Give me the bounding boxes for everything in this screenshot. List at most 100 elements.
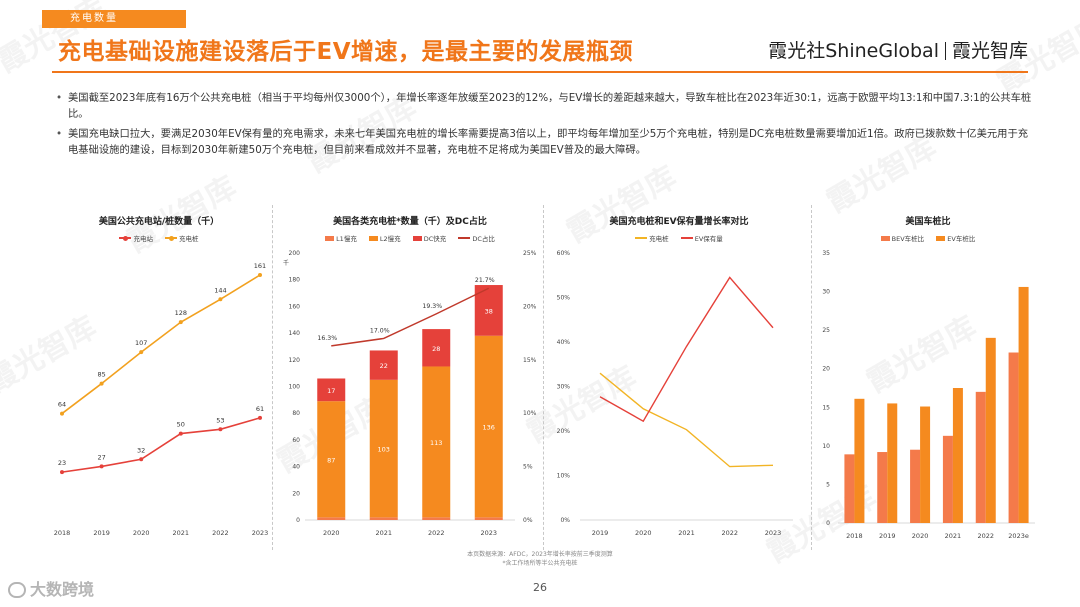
x-tick-label: 2023 — [765, 529, 782, 537]
data-point — [258, 415, 262, 420]
legend-label: L1慢充 — [336, 235, 357, 243]
y2-tick-label: 10% — [523, 410, 537, 417]
data-point — [60, 411, 64, 416]
chart-legend: 充电桩 EV保有量 — [545, 233, 813, 243]
data-label: 107 — [135, 339, 147, 347]
bar-label: 38 — [485, 307, 493, 315]
data-label: 61 — [256, 405, 264, 413]
y-tick-label: 180 — [289, 277, 301, 284]
legend-item: 充电桩 — [165, 233, 199, 243]
chart-legend: L1慢充 L2慢充 DC快充 DC占比 — [275, 233, 545, 243]
legend-swatch — [936, 236, 946, 241]
x-tick-label: 2022 — [212, 529, 229, 537]
data-label: 23 — [58, 459, 66, 467]
bar-segment — [422, 517, 451, 520]
y2-tick-label: 5% — [523, 464, 533, 471]
data-label: 17.0% — [370, 327, 390, 334]
data-point — [178, 431, 183, 436]
y-tick-label: 40 — [292, 464, 300, 471]
bar — [844, 454, 855, 523]
series-line — [331, 287, 490, 347]
bar — [920, 406, 931, 523]
legend-label: EV车桩比 — [947, 235, 976, 243]
chart-legend: BEV车桩比 EV车桩比 — [813, 233, 1043, 243]
x-tick-label: 2020 — [635, 529, 652, 537]
data-label: 27 — [97, 453, 105, 461]
chart-title: 美国车桩比 — [905, 217, 951, 227]
legend-label: BEV车桩比 — [891, 235, 925, 243]
data-label: 144 — [214, 286, 226, 294]
x-tick-label: 2019 — [879, 532, 896, 540]
x-tick-label: 2023 — [480, 529, 497, 537]
bar — [877, 452, 888, 523]
y-tick-label: 100 — [289, 384, 301, 391]
y-tick-label: 80 — [292, 410, 300, 417]
page-title: 充电基础设施建设落后于EV增速，是最主要的发展瓶颈 — [58, 39, 634, 65]
bar — [910, 449, 921, 523]
data-point — [258, 273, 262, 277]
y-tick-label: 40% — [557, 339, 571, 346]
bar-label: 136 — [483, 424, 495, 432]
x-tick-label: 2021 — [375, 529, 392, 537]
chart-plot: 0% 10% 20% 30% 40% 50% 60% 2019 2020 2021 2022 2023 — [557, 250, 793, 537]
y-tick-label: 0 — [826, 520, 830, 527]
legend-line-swatch — [680, 237, 693, 239]
bar-segment — [474, 335, 503, 518]
series-line — [61, 274, 261, 415]
y-tick-label: 10 — [822, 443, 830, 450]
legend-line-swatch — [119, 235, 132, 241]
footer-logo-text: 大数跨境 — [30, 580, 95, 599]
bar — [985, 337, 996, 523]
bar-label: 17 — [327, 387, 335, 395]
data-point — [99, 464, 104, 469]
chart-charger-types: 美国各类充电桩*数量（千）及DC占比 L1慢充 L2慢充 DC快充 DC占比 0… — [275, 205, 545, 555]
bar-label: 22 — [380, 362, 388, 370]
y-tick-label: 10% — [557, 473, 571, 480]
data-label: 53 — [216, 416, 224, 424]
data-label: 128 — [175, 309, 187, 317]
y-tick-label: 20 — [292, 490, 300, 497]
x-tick-label: 2019 — [592, 529, 609, 537]
x-tick-label: 2022 — [721, 529, 738, 537]
x-tick-label: 2020 — [323, 529, 340, 537]
legend-label: EV保有量 — [694, 235, 723, 243]
bar — [887, 403, 898, 523]
brand-name-cn: 霞光社 — [768, 40, 826, 62]
x-tick-label: 2020 — [133, 529, 150, 537]
data-point — [218, 427, 223, 432]
y-unit-label: 千 — [283, 259, 289, 267]
legend-item: DC占比 — [458, 233, 495, 243]
data-label: 21.7% — [475, 277, 495, 284]
y-tick-label: 50% — [557, 295, 571, 302]
data-label: 161 — [254, 262, 266, 270]
y-tick-label: 60% — [557, 250, 571, 257]
legend-line-swatch — [635, 237, 648, 239]
chart-title: 美国各类充电桩*数量（千）及DC占比 — [333, 217, 487, 227]
legend-item: L2慢充 — [368, 233, 401, 243]
x-tick-label: 2021 — [945, 532, 962, 540]
y2-tick-label: 0% — [523, 517, 533, 524]
bar-segment — [369, 379, 398, 518]
legend-label: DC占比 — [472, 235, 495, 243]
legend-item: BEV车桩比 — [880, 233, 925, 243]
source-line: *含工作场所等半公共充电桩 — [502, 560, 578, 567]
y-tick-label: 5 — [826, 481, 830, 488]
x-tick-label: 2022 — [977, 532, 994, 540]
data-point — [99, 381, 104, 386]
y-tick-label: 0% — [560, 517, 570, 524]
bar-segment — [317, 401, 346, 518]
bullet-item: 美国充电缺口拉大，要满足2030年EV保有量的充电需求，未来七年美国充电桩的增长… — [54, 126, 1034, 158]
source-line: 本页数据来源：AFDC，2023年增长率按前三季度测算 — [467, 551, 613, 558]
x-tick-label: 2023 — [252, 529, 269, 537]
data-point — [139, 350, 144, 355]
y-tick-label: 25 — [822, 327, 830, 334]
bar — [1008, 352, 1019, 523]
legend-line-swatch — [458, 237, 471, 239]
brand-logo: 霞光社ShineGlobal 霞光智库 — [768, 36, 1028, 63]
y-tick-label: 200 — [289, 250, 301, 257]
legend-label: 充电站 — [133, 235, 153, 243]
chart-charging-stations: 美国公共充电站/桩数量（千） 充电站 充电桩 2018 2019 2020 2021 2… — [40, 205, 278, 555]
chart-vehicle-charger-ratio: 美国车桩比 BEV车桩比 EV车桩比 0 5 10 15 20 25 30 35 2018 201… — [813, 205, 1043, 555]
y-tick-label: 20% — [557, 428, 571, 435]
